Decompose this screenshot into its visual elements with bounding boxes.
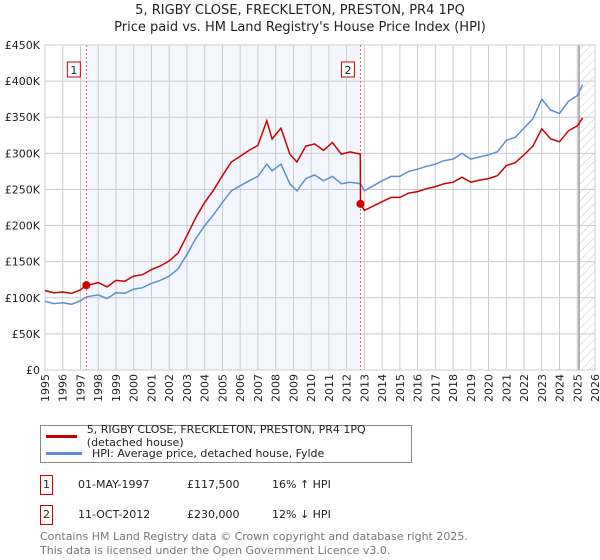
x-tick-label: 2003: [181, 374, 194, 402]
x-tick-label: 2020: [483, 374, 496, 402]
property-line: [44, 117, 584, 295]
y-tick-label: £450K: [5, 39, 41, 52]
x-tick-label: 2021: [500, 374, 513, 402]
plot-border: [44, 44, 596, 371]
y-tick-label: £50K: [12, 328, 41, 341]
sale-annotation-box: [340, 61, 355, 78]
x-tick-label: 2002: [163, 374, 176, 402]
x-tick-label: 2018: [447, 374, 460, 402]
price-chart: 1995 1996 1997 1998 1999 2000 2001 2002 2003 2004…: [5, 39, 600, 402]
sale-point: [356, 199, 365, 208]
x-tick-label: 1996: [57, 374, 70, 402]
x-tick-label: 2022: [518, 374, 531, 402]
sale-date: 01-MAY-1997: [78, 478, 150, 491]
x-tick-label: 2010: [305, 374, 318, 402]
chart-subtitle: Price paid vs. HM Land Registry's House …: [114, 20, 486, 35]
x-tick-label: 2024: [554, 374, 567, 402]
x-tick-label: 1997: [74, 374, 87, 402]
x-tick-label: 2012: [341, 374, 354, 402]
x-tick-label: 2016: [412, 374, 425, 402]
y-tick-label: £350K: [5, 111, 41, 124]
x-tick-label: 2001: [145, 374, 158, 402]
y-tick-label: £200K: [5, 220, 41, 233]
ownership-shading: [86, 45, 361, 370]
y-tick-label: £100K: [5, 292, 41, 305]
x-tick-label: 1999: [110, 374, 123, 402]
x-tick-label: 2009: [287, 374, 300, 402]
x-tick-label: 2007: [252, 374, 265, 402]
x-tick-label: 2005: [216, 374, 229, 402]
x-tick-label: 2000: [128, 374, 141, 402]
footer-copyright: Contains HM Land Registry data © Crown c…: [40, 530, 468, 543]
footer-licence: This data is licensed under the Open Gov…: [40, 544, 391, 557]
x-tick-label: 2026: [589, 374, 600, 402]
sale-price: £117,500: [187, 478, 240, 491]
sale-annotation-box: [66, 61, 81, 78]
x-tick-label: 1995: [39, 374, 52, 402]
sale-badge: 1: [40, 475, 53, 495]
y-tick-label: £250K: [5, 183, 41, 196]
y-tick-label: £0: [26, 364, 40, 377]
legend-property: 5, RIGBY CLOSE, FRECKLETON, PRESTON, PR4…: [86, 423, 366, 449]
sale-row: 1 01-MAY-1997 £117,500 16% ↑ HPI: [40, 475, 540, 495]
y-tick-label: £150K: [5, 256, 41, 269]
legend-hpi: HPI: Average price, detached house, Fyld…: [92, 446, 325, 460]
x-tick-label: 1998: [92, 374, 105, 402]
x-tick-label: 2004: [199, 374, 212, 402]
legend-red-line: [46, 434, 77, 438]
legend-blue-line: [46, 451, 82, 455]
sale-badge: 2: [40, 505, 53, 525]
sale-hpi: 16% ↑ HPI: [272, 478, 331, 491]
x-tick-label: 2008: [270, 374, 283, 402]
x-tick-label: 2014: [376, 374, 389, 402]
y-tick-label: £300K: [5, 147, 41, 160]
x-tick-label: 2015: [394, 374, 407, 402]
y-tick-label: £400K: [5, 75, 41, 88]
hpi-line: [44, 84, 584, 306]
sale-point: [82, 281, 91, 290]
x-tick-label: 2023: [536, 374, 549, 402]
x-tick-label: 2019: [465, 374, 478, 402]
sale-row: 2 11-OCT-2012 £230,000 12% ↓ HPI: [40, 505, 540, 525]
sale-hpi: 12% ↓ HPI: [272, 508, 331, 521]
chart-title: 5, RIGBY CLOSE, FRECKLETON, PRESTON, PR4…: [135, 3, 465, 18]
sale-price: £230,000: [187, 508, 240, 521]
x-tick-label: 2011: [323, 374, 336, 402]
x-tick-label: 2006: [234, 374, 247, 402]
x-tick-label: 2017: [429, 374, 442, 402]
sale-date: 11-OCT-2012: [78, 508, 151, 521]
sale-annotation-label: 1: [70, 64, 77, 77]
x-tick-label: 2013: [358, 374, 371, 402]
x-tick-label: 2025: [571, 374, 584, 402]
forecast-hatch: [579, 45, 595, 370]
legend: 5, RIGBY CLOSE, FRECKLETON, PRESTON, PR4…: [40, 423, 412, 463]
sale-annotation-label: 2: [344, 64, 351, 77]
